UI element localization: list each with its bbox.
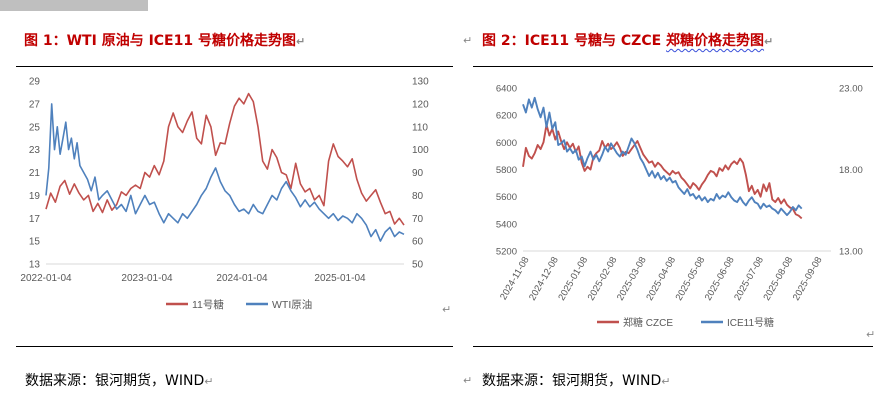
y-left-tick-label: 19 (29, 191, 41, 202)
x-tick-label: 2025-04-08 (644, 255, 678, 303)
x-tick-label: 2025-02-08 (586, 255, 620, 303)
y-left-tick-label: 6200 (496, 111, 517, 122)
y-right-tick-label: 60 (412, 237, 424, 248)
y-left-tick-label: 15 (29, 237, 41, 248)
x-tick-label: 2025-09-08 (791, 255, 825, 303)
y-left-tick-label: 5600 (496, 192, 517, 203)
right-source-text: 数据来源：银河期货，WIND (482, 373, 662, 389)
x-tick-label: 2024-11-08 (498, 255, 531, 302)
left-source-note: 数据来源：银河期货，WIND↵ (25, 370, 213, 390)
x-tick-label: 2025-01-04 (314, 273, 366, 284)
y-right-tick-label: 100 (412, 145, 429, 156)
x-tick-label: 2022-01-04 (20, 273, 72, 284)
y-left-tick-label: 21 (29, 168, 41, 179)
x-tick-label: 2025-03-08 (615, 255, 649, 303)
paragraph-mark: ↵ (442, 303, 452, 316)
figure-2-title: 图 2：ICE11 号糖与 CZCE 郑糖价格走势图↵ (482, 30, 773, 50)
y-right-tick-label: 90 (412, 168, 424, 179)
y-left-tick-label: 6400 (496, 84, 517, 95)
y-left-tick-label: 5800 (496, 165, 517, 176)
x-tick-label: 2023-01-04 (121, 273, 173, 284)
y-left-tick-label: 5400 (496, 219, 517, 230)
legend-label-1: 11号糖 (192, 298, 224, 311)
left-top-rule (16, 66, 453, 67)
y-right-tick-label: 70 (412, 214, 424, 225)
series-line-1 (45, 92, 405, 226)
series-line-2 (522, 96, 803, 217)
paragraph-mark: ↵ (866, 328, 876, 341)
y-right-tick-label: 23.00 (839, 84, 863, 95)
series-line-2 (45, 103, 405, 242)
chart-wti-vs-ice11: 13 15 17 19 21 23 25 27 29 50 60 70 80 90 100 110 120 130… (20, 77, 429, 312)
right-source-note: 数据来源：银河期货，WIND↵ (482, 370, 670, 390)
x-tick-label: 2024-12-08 (527, 255, 561, 303)
right-top-rule (473, 66, 873, 67)
y-left-tick-label: 23 (29, 145, 41, 156)
paragraph-mark: ↵ (661, 375, 671, 388)
top-gray-bar (0, 0, 148, 11)
y-right-tick-label: 130 (412, 77, 429, 88)
x-tick-label: 2025-07-08 (732, 255, 766, 303)
x-tick-label: 2025-05-08 (674, 255, 708, 303)
paragraph-mark: ↵ (764, 35, 774, 48)
y-left-tick-label: 27 (29, 99, 41, 110)
x-tick-label: 2025-08-08 (761, 255, 795, 303)
series-line-1 (522, 123, 803, 220)
paragraph-mark: ↵ (463, 374, 473, 387)
y-right-tick-label: 18.00 (839, 165, 863, 176)
paragraph-mark: ↵ (463, 34, 473, 47)
y-left-tick-label: 5200 (496, 247, 517, 258)
legend-label-2: ICE11号糖 (727, 316, 774, 329)
chart-ice11-vs-czce: 5200 5400 5600 5800 6000 6200 6400 13.00 18.00 23… (496, 84, 863, 330)
y-right-tick-label: 80 (412, 191, 424, 202)
right-bottom-rule (473, 346, 873, 347)
paragraph-mark: ↵ (295, 35, 306, 48)
legend-label-1: 郑糖 CZCE (623, 316, 673, 329)
y-right-tick-label: 13.00 (839, 247, 863, 258)
y-left-tick-label: 13 (29, 260, 41, 271)
figure-2-title-text-a: 图 2：ICE11 号糖与 CZCE (482, 33, 667, 49)
x-tick-label: 2025-01-08 (556, 255, 590, 303)
legend-label-2: WTI原油 (272, 298, 312, 311)
figure-1-title: 图 1：WTI 原油与 ICE11 号糖价格走势图↵ (24, 30, 305, 50)
y-left-tick-label: 29 (29, 77, 41, 88)
figure-1-title-text: 图 1：WTI 原油与 ICE11 号糖价格走势图 (24, 33, 296, 49)
x-tick-label: 2025-06-08 (703, 255, 737, 303)
y-right-tick-label: 50 (412, 260, 424, 271)
y-left-tick-label: 6000 (496, 138, 517, 149)
y-right-tick-label: 120 (412, 99, 429, 110)
y-left-tick-label: 17 (29, 214, 41, 225)
paragraph-mark: ↵ (204, 375, 214, 388)
x-tick-label: 2024-01-04 (216, 273, 268, 284)
left-bottom-rule (16, 346, 453, 347)
figure-2-title-text-b: 郑糖价格走势图 (666, 33, 765, 49)
y-left-tick-label: 25 (29, 122, 41, 133)
y-right-tick-label: 110 (412, 122, 428, 133)
left-source-text: 数据来源：银河期货，WIND (25, 373, 205, 389)
